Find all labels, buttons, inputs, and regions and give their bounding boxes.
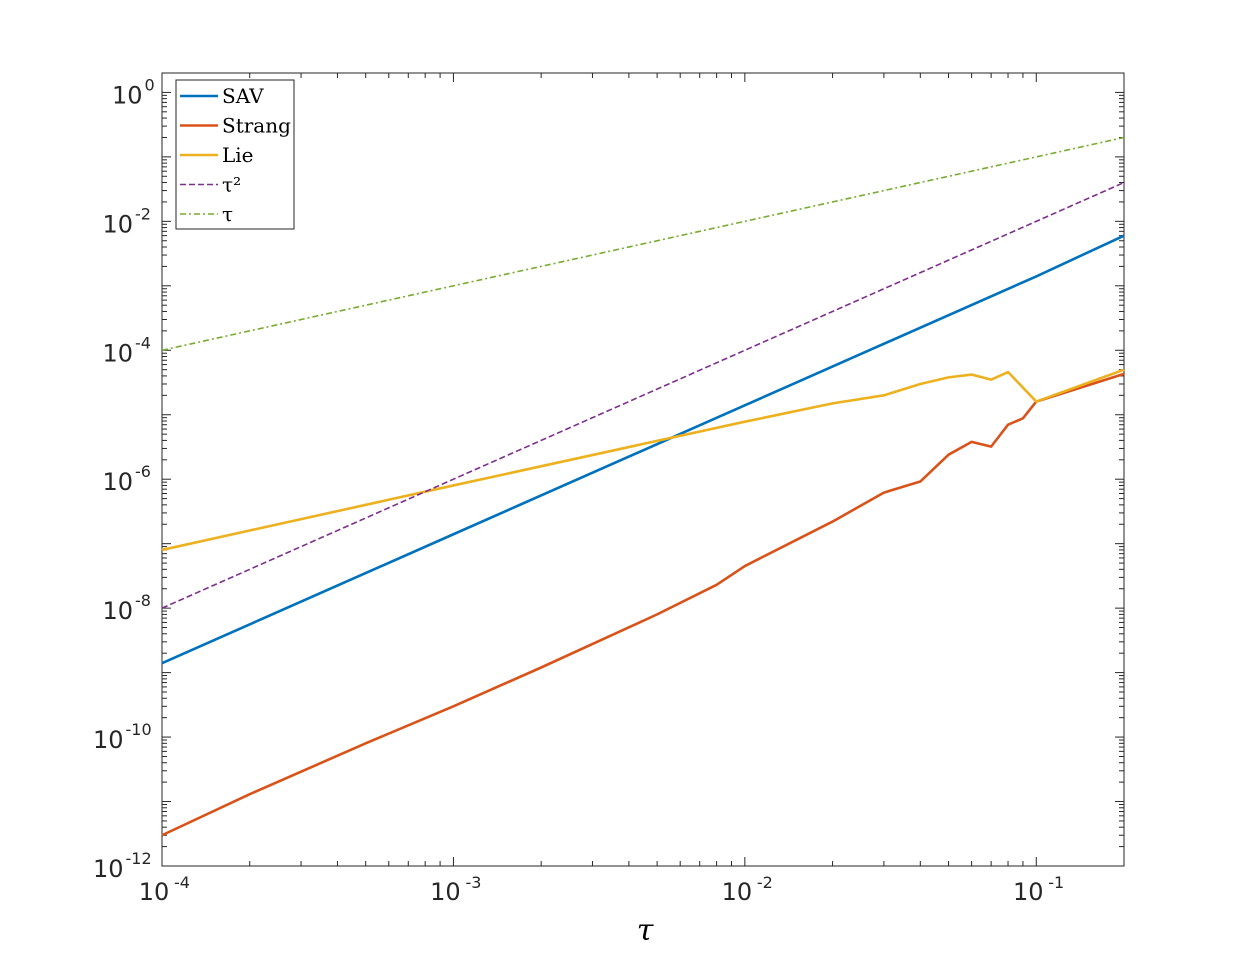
x-axis-label: τ [637,913,654,948]
minor-ticks [162,73,1124,866]
y-tick-label-exponent: -4 [135,333,151,352]
x-tick-label: 10 [722,878,753,906]
y-tick-label-exponent: -10 [126,720,152,739]
y-tick-label-exponent: 0 [145,75,155,94]
x-tick-label-exponent: -4 [174,873,190,892]
y-tick-label-exponent: -2 [135,204,151,223]
legend-label-0: SAV [222,84,264,108]
x-tick-label-exponent: -3 [465,873,481,892]
plot-area [161,72,1125,867]
y-tick-label-exponent: -8 [135,591,151,610]
legend-label-2: Lie [222,143,254,167]
axes-box [161,72,1125,867]
series-line-1 [161,372,1125,837]
series-line-3 [161,181,1125,609]
legend-label-1: Strang [222,114,291,138]
y-tick-label-exponent: -12 [126,849,152,868]
y-tick-label: 10 [102,597,133,625]
x-tick-label-exponent: -1 [1048,873,1064,892]
y-tick-label-exponent: -6 [135,462,151,481]
y-tick-label: 10 [93,726,124,754]
x-tick-label-exponent: -2 [757,873,773,892]
y-tick-label: 10 [93,855,124,883]
y-tick-label: 10 [102,210,133,238]
series-line-4 [161,136,1125,352]
x-tick-label: 10 [1013,878,1044,906]
series-layer [161,136,1125,837]
x-tick-label: 10 [139,878,170,906]
legend-label-3: τ² [222,173,241,197]
y-tick-label: 10 [102,468,133,496]
y-tick-label: 10 [102,339,133,367]
legend-label-4: τ [222,202,233,226]
series-line-2 [161,368,1125,552]
x-tick-label: 10 [430,878,461,906]
series-line-0 [161,234,1125,665]
y-tick-label: 10 [112,81,143,109]
legend[interactable]: SAV Strang Lie τ² τ [175,79,295,230]
